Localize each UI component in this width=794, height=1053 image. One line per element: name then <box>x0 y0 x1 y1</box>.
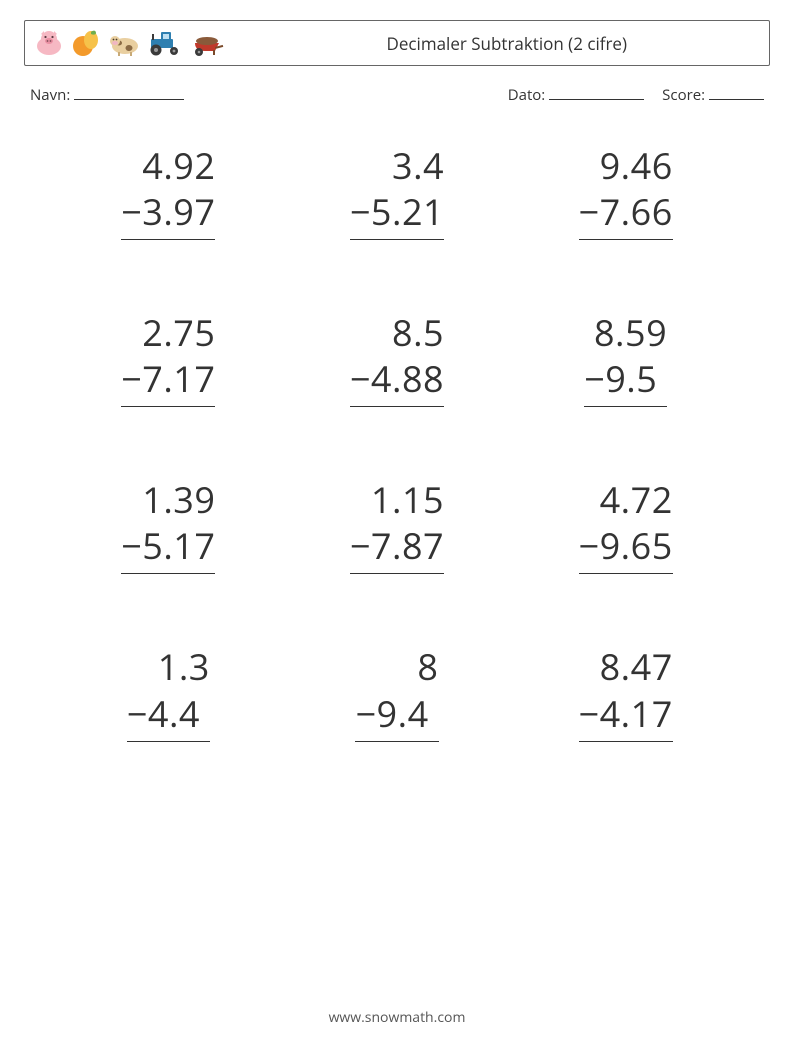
subtrahend: −7.87 <box>350 523 444 569</box>
problem-stack: 8.5−4.88 <box>350 310 444 407</box>
answer-rule <box>121 239 215 240</box>
minuend: 3.4 <box>350 143 444 189</box>
subtrahend: −5.17 <box>121 523 215 569</box>
minuend: 8.5 <box>350 310 444 356</box>
subtrahend: −9.4 <box>355 691 438 737</box>
header: Decimaler Subtraktion (2 cifre) <box>24 20 770 66</box>
problem-3: 9.46−7.66 <box>511 143 740 240</box>
problem-stack: 8−9.4 <box>355 644 438 741</box>
problem-stack: 4.92−3.97 <box>121 143 215 240</box>
info-row: Navn: Dato: Score: <box>24 84 770 105</box>
minuend: 9.46 <box>579 143 673 189</box>
answer-rule <box>579 741 673 742</box>
problem-stack: 2.75−7.17 <box>121 310 215 407</box>
minuend: 1.3 <box>127 644 210 690</box>
problem-stack: 1.39−5.17 <box>121 477 215 574</box>
pig-icon <box>33 28 65 58</box>
problem-1: 4.92−3.97 <box>54 143 283 240</box>
date-label: Dato: <box>508 85 546 105</box>
score-label: Score: <box>662 85 705 105</box>
tractor-icon <box>147 29 183 57</box>
subtrahend: −9.5 <box>584 356 667 402</box>
answer-rule <box>121 573 215 574</box>
minuend: 2.75 <box>121 310 215 356</box>
name-blank[interactable] <box>74 84 184 100</box>
date-blank[interactable] <box>549 84 644 100</box>
fruit-icon <box>71 28 101 58</box>
score-blank[interactable] <box>709 84 764 100</box>
answer-rule <box>127 741 210 742</box>
minuend: 8.59 <box>584 310 667 356</box>
answer-rule <box>121 406 215 407</box>
subtrahend: −7.66 <box>579 189 673 235</box>
problem-12: 8.47−4.17 <box>511 644 740 741</box>
worksheet-title: Decimaler Subtraktion (2 cifre) <box>387 32 627 55</box>
minuend: 1.39 <box>121 477 215 523</box>
answer-rule <box>355 741 438 742</box>
minuend: 1.15 <box>350 477 444 523</box>
problem-grid: 4.92−3.97 3.4−5.21 9.46−7.66 2.75−7.17 8… <box>24 143 770 742</box>
minuend: 4.92 <box>121 143 215 189</box>
answer-rule <box>579 239 673 240</box>
problem-10: 1.3−4.4 <box>54 644 283 741</box>
minuend: 8 <box>355 644 438 690</box>
subtrahend: −9.65 <box>579 523 673 569</box>
subtrahend: −3.97 <box>121 189 215 235</box>
problem-stack: 1.15−7.87 <box>350 477 444 574</box>
cow-icon <box>107 29 141 57</box>
minuend: 8.47 <box>579 644 673 690</box>
problem-5: 8.5−4.88 <box>283 310 512 407</box>
problem-stack: 8.59−9.5 <box>584 310 667 407</box>
problem-6: 8.59−9.5 <box>511 310 740 407</box>
problem-stack: 1.3−4.4 <box>127 644 210 741</box>
subtrahend: −7.17 <box>121 356 215 402</box>
minuend: 4.72 <box>579 477 673 523</box>
problem-2: 3.4−5.21 <box>283 143 512 240</box>
answer-rule <box>350 406 444 407</box>
problem-4: 2.75−7.17 <box>54 310 283 407</box>
answer-rule <box>350 239 444 240</box>
answer-rule <box>350 573 444 574</box>
problem-stack: 4.72−9.65 <box>579 477 673 574</box>
problem-7: 1.39−5.17 <box>54 477 283 574</box>
subtrahend: −5.21 <box>350 189 444 235</box>
header-icons <box>33 28 225 58</box>
problem-11: 8−9.4 <box>283 644 512 741</box>
footer-url: www.snowmath.com <box>0 1008 794 1027</box>
problem-stack: 8.47−4.17 <box>579 644 673 741</box>
answer-rule <box>579 573 673 574</box>
name-label: Navn: <box>30 85 70 105</box>
problem-stack: 3.4−5.21 <box>350 143 444 240</box>
subtrahend: −4.4 <box>127 691 210 737</box>
answer-rule <box>584 406 667 407</box>
subtrahend: −4.17 <box>579 691 673 737</box>
problem-9: 4.72−9.65 <box>511 477 740 574</box>
problem-8: 1.15−7.87 <box>283 477 512 574</box>
problem-stack: 9.46−7.66 <box>579 143 673 240</box>
wheelbarrow-icon <box>189 29 225 57</box>
subtrahend: −4.88 <box>350 356 444 402</box>
